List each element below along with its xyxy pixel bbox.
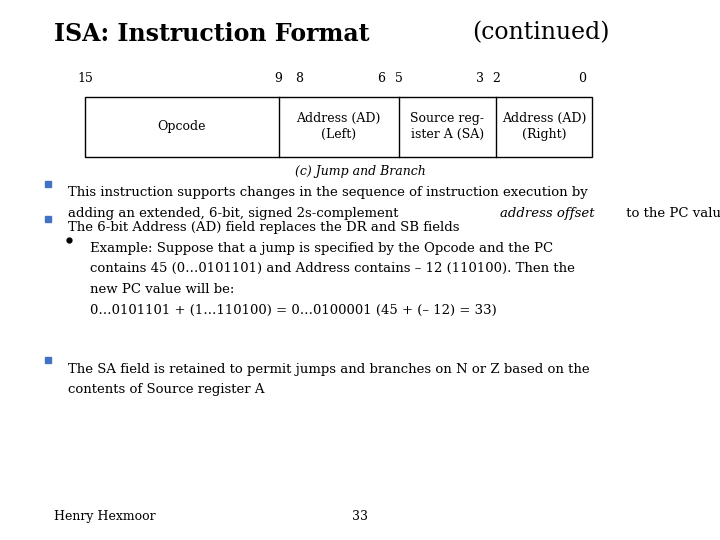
Text: 0: 0 [577, 72, 586, 85]
Text: Example: Suppose that a jump is specified by the Opcode and the PC: Example: Suppose that a jump is specifie… [90, 242, 553, 255]
Text: 8: 8 [294, 72, 303, 85]
Text: 2: 2 [492, 72, 500, 85]
Text: ISA: Instruction Format: ISA: Instruction Format [54, 22, 378, 45]
Text: This instruction supports changes in the sequence of instruction execution by: This instruction supports changes in the… [68, 186, 588, 199]
Text: (c) Jump and Branch: (c) Jump and Branch [294, 165, 426, 178]
Bar [85, 97, 592, 157]
Text: 0…0101101 + (1…110100) = 0…0100001 (45 + (– 12) = 33): 0…0101101 + (1…110100) = 0…0100001 (45 +… [90, 303, 497, 316]
Text: contents of Source register A: contents of Source register A [68, 383, 265, 396]
Text: to the PC value: to the PC value [622, 207, 720, 220]
Text: (continued): (continued) [472, 22, 609, 45]
Text: Opcode: Opcode [158, 120, 206, 133]
Text: contains 45 (0…0101101) and Address contains – 12 (110100). Then the: contains 45 (0…0101101) and Address cont… [90, 262, 575, 275]
Text: new PC value will be:: new PC value will be: [90, 283, 235, 296]
Text: address offset: address offset [500, 207, 595, 220]
Text: 5: 5 [395, 72, 402, 85]
Text: 33: 33 [352, 510, 368, 523]
Text: The 6-bit Address (AD) field replaces the DR and SB fields: The 6-bit Address (AD) field replaces th… [68, 221, 460, 234]
Text: 3: 3 [475, 72, 484, 85]
Text: Source reg-
ister A (SA): Source reg- ister A (SA) [410, 112, 485, 141]
Text: 9: 9 [275, 72, 282, 85]
Text: 6: 6 [377, 72, 386, 85]
Text: 15: 15 [77, 72, 93, 85]
Text: Address (AD)
(Left): Address (AD) (Left) [297, 112, 381, 141]
Text: adding an extended, 6-bit, signed 2s-complement: adding an extended, 6-bit, signed 2s-com… [68, 207, 403, 220]
Text: The SA field is retained to permit jumps and branches on N or Z based on the: The SA field is retained to permit jumps… [68, 363, 590, 376]
Text: Henry Hexmoor: Henry Hexmoor [54, 510, 156, 523]
Text: Address (AD)
(Right): Address (AD) (Right) [502, 112, 586, 141]
